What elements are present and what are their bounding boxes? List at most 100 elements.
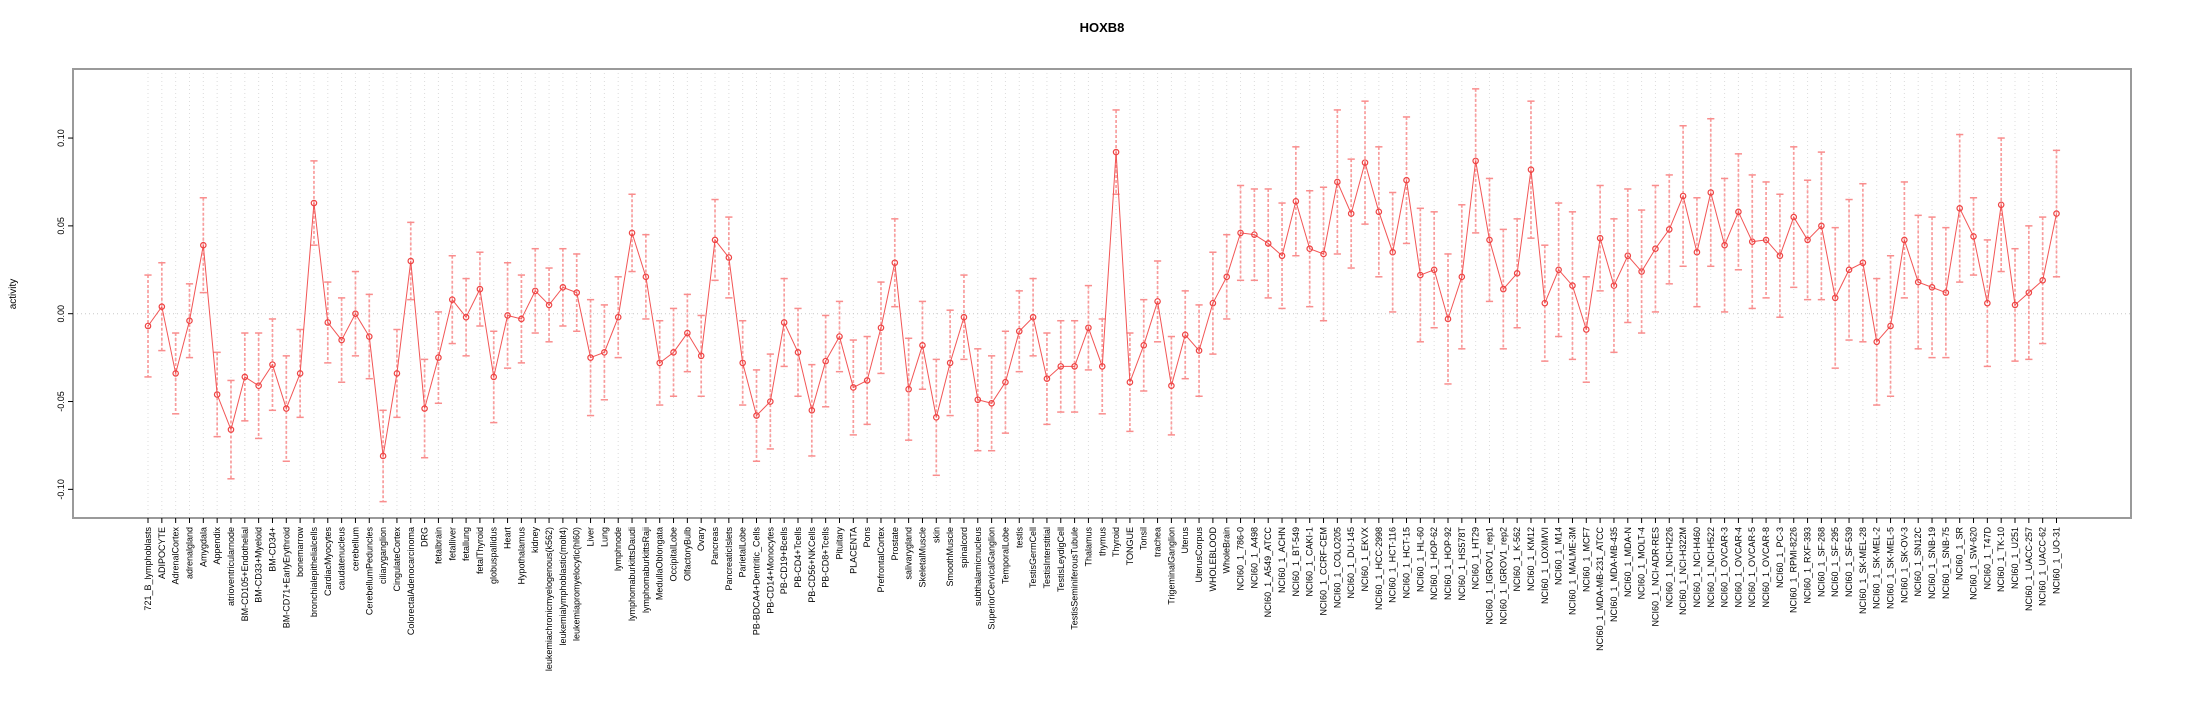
data-point xyxy=(1873,338,1881,346)
data-point xyxy=(1541,299,1549,307)
data-point xyxy=(1334,178,1341,186)
data-point xyxy=(1693,248,1701,256)
x-tick-label: NCI60_1_EKVX xyxy=(1360,527,1370,592)
data-point xyxy=(1209,299,1217,307)
x-tick-label: NCI60_1_KM12 xyxy=(1526,527,1536,591)
data-point xyxy=(988,399,995,407)
data-point xyxy=(1942,289,1950,296)
data-point xyxy=(1831,294,1839,302)
data-point xyxy=(753,412,760,419)
data-point xyxy=(490,373,498,381)
x-tick-label: NCI60_1_HL-60 xyxy=(1415,527,1425,592)
x-tick-label: Ovary xyxy=(696,527,706,552)
data-point xyxy=(1417,271,1424,279)
x-tick-label: NCI60_1_M14 xyxy=(1554,527,1564,585)
data-point xyxy=(1638,268,1645,275)
data-point xyxy=(877,324,885,332)
data-point xyxy=(435,354,442,361)
data-point xyxy=(1389,248,1396,256)
x-tick-label: Heart xyxy=(503,527,513,550)
data-point xyxy=(1804,236,1811,244)
data-point xyxy=(1264,240,1272,247)
x-tick-label: TestisSeminiferousTubule xyxy=(1070,527,1080,630)
data-point xyxy=(1223,273,1231,281)
x-tick-label: Pancreas xyxy=(710,527,720,566)
data-point xyxy=(448,296,456,303)
data-point xyxy=(1665,226,1673,233)
data-point xyxy=(767,398,774,405)
x-tick-label: NCI60_1_SK-MEL-28 xyxy=(1858,527,1868,614)
data-point xyxy=(822,357,829,365)
x-tick-label: fetalbrain xyxy=(433,527,443,564)
data-point xyxy=(559,284,567,291)
x-tick-label: MedullaOblongata xyxy=(655,527,665,600)
x-tick-label: lymphomaburkittsDaudi xyxy=(627,527,637,621)
data-point xyxy=(573,289,581,296)
x-tick-label: Amygdala xyxy=(198,527,208,567)
data-point xyxy=(1306,245,1313,253)
x-tick-label: ColorectalAdenocarcinoma xyxy=(406,527,416,635)
x-tick-label: Uterus xyxy=(1180,527,1190,554)
data-point xyxy=(919,342,926,349)
x-tick-label: NCI60_1_HCC-2998 xyxy=(1374,527,1384,610)
x-tick-label: NCI60_1_HS578T xyxy=(1457,527,1467,601)
data-point xyxy=(1430,266,1438,274)
data-point xyxy=(1375,208,1383,216)
series-line xyxy=(147,152,2057,457)
x-tick-label: fetalThyroid xyxy=(475,527,485,574)
x-tick-label: NCI60_1_IGROV1_rep1 xyxy=(1484,527,1494,625)
data-point xyxy=(545,301,553,309)
x-tick-label: NCI60_1_SF-268 xyxy=(1816,527,1826,597)
data-point xyxy=(213,391,221,398)
x-tick-label: NCI60_1_T47D xyxy=(1982,527,1992,590)
x-tick-label: BM-CD34+ xyxy=(267,527,277,572)
x-tick-label: NCI60_1_LOXIMVI xyxy=(1540,527,1550,604)
data-point xyxy=(891,259,899,267)
x-tick-label: subthalamicnucleus xyxy=(973,527,983,607)
data-point xyxy=(1901,236,1908,244)
data-point xyxy=(1029,313,1037,321)
data-point xyxy=(1652,245,1659,253)
data-point xyxy=(1126,378,1134,386)
data-point xyxy=(504,312,511,319)
x-tick-label: testis xyxy=(1014,527,1024,549)
data-point xyxy=(932,414,940,421)
y-tick-label: -0.10 xyxy=(56,479,66,500)
data-point xyxy=(1624,252,1632,260)
y-tick-label: -0.05 xyxy=(56,391,66,412)
data-point xyxy=(1818,222,1825,230)
data-point xyxy=(352,310,359,318)
x-tick-label: lymphomaburkittsRaji xyxy=(641,527,651,613)
data-point xyxy=(365,333,373,340)
x-tick-label: UterusCorpus xyxy=(1194,527,1204,583)
x-tick-label: BM-CD105+Endothelial xyxy=(240,527,250,621)
data-point xyxy=(642,273,650,281)
x-tick-label: NCI60_1_SK-MEL-2 xyxy=(1872,527,1882,609)
x-tick-label: OlfactoryBulb xyxy=(682,527,692,581)
x-tick-label: SuperiorCervicalGanglion xyxy=(987,527,997,630)
data-point xyxy=(1472,157,1479,165)
x-tick-label: NCI60_1_ACHN xyxy=(1277,527,1287,593)
data-point xyxy=(1500,285,1507,293)
data-point xyxy=(628,229,636,237)
chart-title: HOXB8 xyxy=(1080,20,1125,35)
data-point xyxy=(531,287,539,295)
data-point xyxy=(863,377,871,384)
x-tick-label: TemporalLobe xyxy=(1000,527,1010,584)
data-point xyxy=(1278,252,1286,260)
data-points xyxy=(144,148,2060,460)
data-point xyxy=(282,405,290,412)
data-point xyxy=(227,426,235,433)
data-point xyxy=(1569,282,1576,289)
error-bars xyxy=(144,88,2061,503)
x-axis: 721_B_lymphoblasts ADIPOCYTE AdrenalCortex… xyxy=(143,518,2062,671)
x-tick-label: NCI60_1_RXF-393 xyxy=(1803,527,1813,604)
data-point xyxy=(1237,229,1244,237)
x-tick-label: WholeBrain xyxy=(1222,527,1232,574)
data-point xyxy=(725,254,733,261)
data-point xyxy=(780,319,788,326)
data-point xyxy=(2039,277,2046,284)
x-tick-label: NCI60_1_HOP-92 xyxy=(1443,527,1453,600)
series-polyline xyxy=(147,152,2057,457)
